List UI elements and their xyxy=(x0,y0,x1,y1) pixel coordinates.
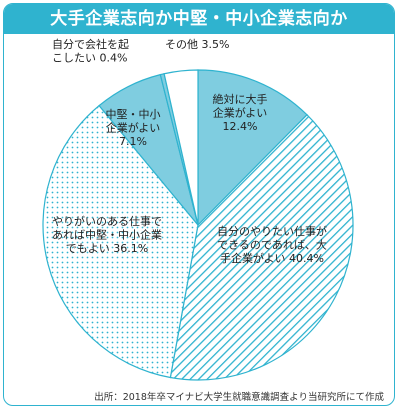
source-note: 出所：2018年卒マイナビ大学生就職意識調査より当研究所にて作成 xyxy=(94,392,384,403)
slice-label: 中堅・中小企業がよい 7.1% xyxy=(106,108,161,148)
chart-title: 大手企業志向か中堅・中小企業志向か xyxy=(4,4,394,34)
slice-label: その他 3.5% xyxy=(165,38,229,51)
slice-label: やりがいのある仕事であれば中堅・中小企業でもよい 36.1% xyxy=(52,214,162,255)
pie-slice xyxy=(163,69,199,226)
slice-label: 自分で会社を起こしたい 0.4% xyxy=(52,37,129,65)
slice-label: 絶対に大手企業がよい 12.4% xyxy=(213,92,268,133)
pie-slice xyxy=(197,69,308,227)
slice-label: 自分のやりたい仕事ができるのであれば、大手企業がよい 40.4% xyxy=(217,224,327,265)
pie-slice xyxy=(42,104,199,379)
pie-slice xyxy=(169,113,354,381)
